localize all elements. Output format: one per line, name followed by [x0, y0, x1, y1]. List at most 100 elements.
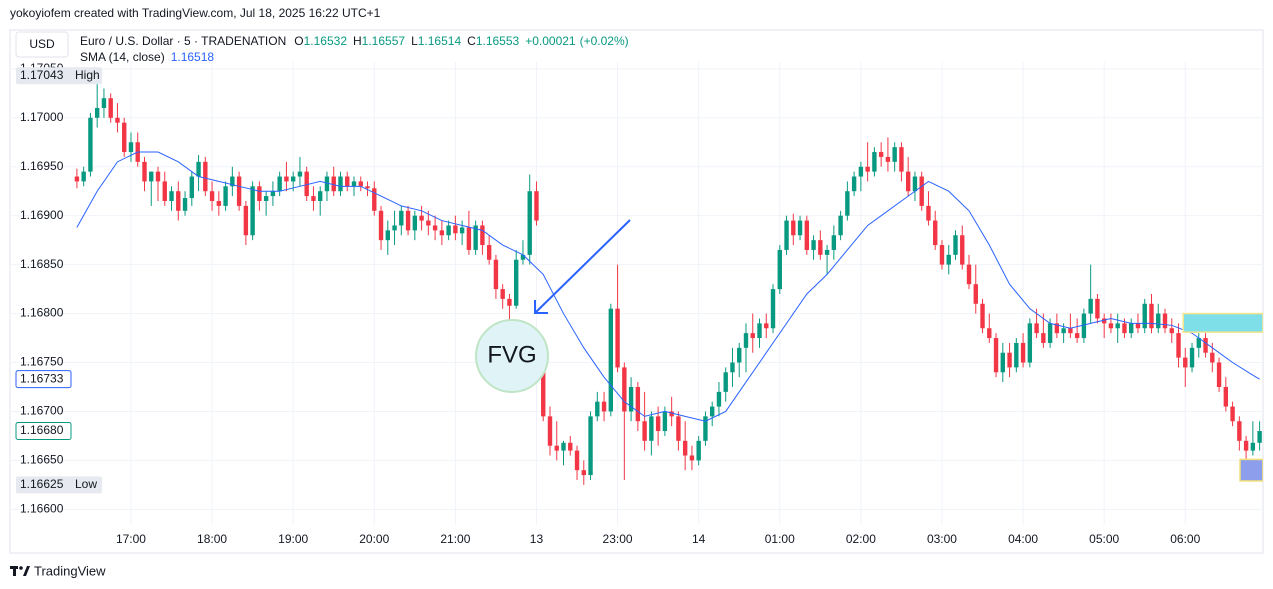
- candle-body: [1061, 328, 1066, 334]
- candle-body: [649, 416, 654, 441]
- candle-body: [446, 225, 451, 236]
- x-tick-label: 06:00: [1170, 532, 1200, 546]
- candle-body: [662, 411, 668, 432]
- candle-body: [899, 147, 904, 172]
- candle-body: [1142, 303, 1147, 329]
- price-marker-box: [15, 422, 72, 441]
- candle-body: [1216, 362, 1222, 387]
- candle-body: [270, 191, 276, 197]
- candle-body: [304, 171, 309, 197]
- candle-body: [777, 249, 782, 290]
- currency-box[interactable]: [15, 31, 69, 58]
- indicator-legend: SMA (14, close) 1.16518: [80, 50, 214, 64]
- candle-body: [459, 227, 465, 234]
- candle-body: [439, 230, 445, 236]
- ohlc-value: 1.16553: [476, 34, 520, 48]
- candle-body: [1189, 347, 1195, 368]
- candle-body: [858, 166, 864, 177]
- candle-body: [689, 455, 695, 461]
- candle-body: [514, 259, 519, 306]
- candle-body: [1250, 442, 1256, 451]
- candle-body: [878, 152, 884, 157]
- candle-body: [1257, 431, 1262, 443]
- candle-body: [534, 191, 539, 221]
- candle-body: [696, 440, 701, 461]
- candle-body: [1183, 357, 1188, 368]
- change: +0.00021: [525, 34, 576, 48]
- candle-body: [1237, 421, 1242, 441]
- candle-body: [1230, 406, 1235, 422]
- candle-body: [1081, 313, 1087, 339]
- x-tick-label: 23:00: [603, 532, 633, 546]
- candle-body: [331, 176, 336, 192]
- candle-body: [216, 200, 222, 206]
- candle-body: [905, 171, 911, 192]
- price-marker: 1.16625: [20, 477, 64, 491]
- candle-body: [622, 367, 627, 412]
- candle-body: [1196, 338, 1201, 348]
- candle-body: [1088, 298, 1093, 314]
- candle-body: [676, 416, 681, 441]
- candle-body: [1027, 323, 1033, 363]
- candle-body: [1000, 352, 1005, 373]
- x-tick-label: 04:00: [1008, 532, 1038, 546]
- candle-body: [933, 220, 938, 246]
- candle-body: [162, 181, 167, 201]
- zone: [1239, 458, 1263, 482]
- candle-body: [358, 181, 363, 187]
- plot-area: [74, 75, 1263, 485]
- candle-body: [196, 161, 201, 177]
- candle-body: [568, 442, 573, 451]
- x-tick-label: 05:00: [1089, 532, 1119, 546]
- candle-body: [507, 298, 512, 306]
- candle-body: [669, 411, 674, 417]
- candle-body: [263, 196, 269, 201]
- ohlc-key: O: [294, 34, 303, 48]
- candle-body: [1014, 342, 1019, 368]
- candle-body: [311, 196, 316, 201]
- x-tick-label: 03:00: [927, 532, 957, 546]
- currency[interactable]: USD: [29, 37, 55, 51]
- candle-body: [885, 156, 891, 162]
- ohlc-key: L: [411, 34, 418, 48]
- candle-body: [1054, 323, 1060, 334]
- candle-body: [1169, 328, 1174, 334]
- sma-line: [76, 151, 1260, 422]
- price-marker-box: [15, 370, 72, 389]
- fvg-circle: [475, 319, 549, 393]
- candle-body: [1203, 338, 1208, 353]
- candle-body: [277, 176, 282, 192]
- candle-body: [122, 122, 127, 153]
- grid: [10, 62, 1263, 525]
- candle-body: [372, 188, 377, 211]
- candle-body: [223, 186, 228, 206]
- axes: 1.170501.170001.169501.169001.168501.168…: [15, 61, 1201, 546]
- price-marker: 1.16680: [20, 423, 64, 437]
- candle-body: [973, 284, 978, 304]
- candle-body: [601, 401, 607, 412]
- candle-body: [1101, 318, 1107, 324]
- candle-body: [81, 171, 86, 182]
- candle-body: [845, 191, 850, 216]
- candle-body: [149, 171, 154, 182]
- candle-body: [608, 308, 614, 412]
- candle-body: [1135, 323, 1141, 329]
- candle-body: [811, 240, 816, 250]
- candle-body: [500, 289, 505, 299]
- candle-body: [554, 445, 559, 451]
- change-pct: (+0.02%): [580, 34, 629, 48]
- candle-body: [1074, 333, 1080, 339]
- candle-body: [642, 421, 647, 441]
- candle-body: [284, 176, 289, 182]
- y-tick-label: 1.16900: [20, 208, 64, 222]
- candle-body: [493, 259, 499, 290]
- ohlc-value: 1.16532: [304, 34, 348, 48]
- candle-body: [1129, 323, 1134, 334]
- price-marker: 1.16733: [20, 371, 64, 385]
- candle-body: [345, 176, 350, 187]
- attribution: yokoyiofem created with TradingView.com,…: [10, 6, 381, 20]
- y-tick-label: 1.16800: [20, 306, 64, 320]
- candle-body: [723, 372, 728, 392]
- candle-body: [1223, 386, 1229, 407]
